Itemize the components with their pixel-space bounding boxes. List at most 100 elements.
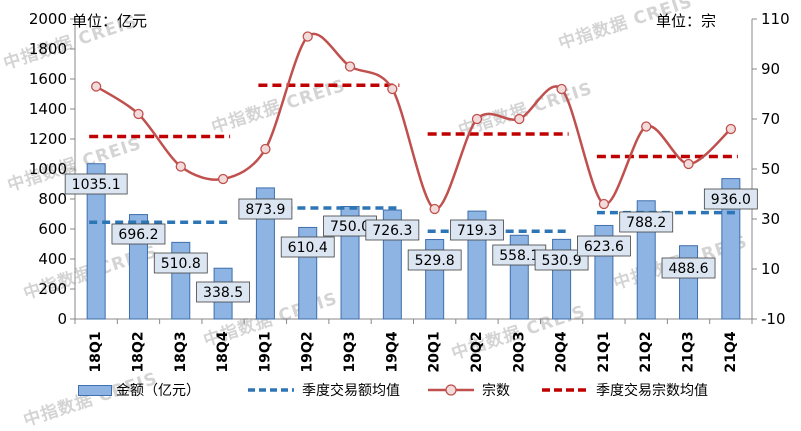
bar — [255, 187, 275, 320]
legend-swatch-amount-avg — [248, 388, 294, 392]
count-point — [91, 81, 102, 92]
right-tick-label: 10 — [761, 260, 780, 278]
count-point — [683, 158, 694, 170]
x-tick-label: 20Q2 — [469, 331, 485, 372]
count-point — [598, 198, 610, 210]
left-tick-label: 400 — [38, 250, 67, 268]
legend-item-count: 宗数 — [426, 380, 510, 400]
data-label-box — [280, 236, 335, 258]
legend-swatch-count — [428, 384, 474, 396]
data-label: 750.0 — [330, 219, 370, 235]
legend-swatch-amount — [78, 384, 112, 396]
count-point — [514, 113, 525, 125]
data-label: 488.6 — [668, 261, 708, 277]
count-point — [133, 108, 144, 120]
legend-swatch-count-avg — [542, 388, 588, 392]
data-label-box — [407, 249, 462, 271]
count-point — [344, 61, 356, 72]
chart-legend: 金额（亿元） 季度交易额均值 宗数 季度交易宗数均值 — [78, 380, 758, 400]
legend-label-amount-avg: 季度交易额均值 — [302, 383, 400, 399]
x-tick-label: 20Q4 — [554, 331, 570, 372]
x-tick-label: 21Q4 — [723, 331, 739, 372]
x-tick-label: 19Q1 — [257, 331, 273, 372]
data-label-box — [619, 211, 674, 233]
count-point — [302, 31, 313, 42]
x-tick-label: 18Q2 — [130, 331, 146, 372]
right-tick-label: -10 — [761, 310, 786, 328]
bar — [86, 163, 106, 320]
left-tick-label: 1200 — [29, 130, 67, 148]
data-label: 510.8 — [161, 256, 201, 272]
x-tick-label: 19Q2 — [300, 331, 316, 372]
left-tick-label: 1800 — [29, 40, 67, 58]
left-tick-label: 200 — [38, 280, 67, 298]
data-label: 873.9 — [245, 202, 285, 218]
legend-item-count-avg: 季度交易宗数均值 — [540, 380, 708, 400]
right-tick-label: 90 — [761, 60, 780, 78]
x-tick-label: 21Q3 — [681, 331, 697, 372]
chart-canvas: 0 200 400 600 800 1000 1200 1400 1600 1800 2000 -10… — [29, 10, 790, 373]
legend-item-amount-avg: 季度交易额均值 — [246, 380, 400, 400]
data-label-box — [238, 198, 293, 220]
count-point — [641, 121, 652, 132]
legend-label-count: 宗数 — [482, 383, 510, 399]
right-tick-label: 110 — [761, 10, 790, 28]
data-label-box — [64, 173, 128, 195]
left-tick-label: 0 — [57, 310, 67, 328]
left-tick-label: 1400 — [29, 100, 67, 118]
count-point — [429, 203, 440, 215]
data-label-box — [703, 188, 758, 210]
data-label-box — [577, 235, 631, 257]
data-label: 623.6 — [584, 239, 624, 255]
x-tick-label: 18Q1 — [88, 331, 104, 372]
data-label-box — [661, 257, 716, 279]
left-tick-label: 1600 — [29, 70, 67, 88]
right-tick-label: 30 — [761, 210, 780, 228]
data-label: 936.0 — [711, 192, 751, 208]
x-tick-label: 18Q3 — [173, 331, 189, 372]
right-axis-unit: 单位：宗 — [656, 12, 717, 30]
count-point — [260, 143, 271, 155]
left-tick-label: 600 — [38, 220, 67, 238]
x-tick-label: 19Q4 — [384, 331, 400, 372]
bar — [721, 178, 741, 320]
data-label: 529.8 — [415, 253, 455, 269]
data-label: 530.9 — [542, 253, 582, 269]
left-axis-unit: 单位：亿元 — [72, 12, 148, 30]
data-label-box — [365, 219, 420, 241]
x-tick-label: 21Q1 — [596, 331, 612, 372]
data-label-box — [196, 281, 250, 303]
data-label-box — [534, 249, 589, 271]
count-point — [387, 83, 398, 95]
legend-label-amount: 金额（亿元） — [116, 383, 200, 399]
x-tick-label: 20Q1 — [427, 331, 443, 372]
right-tick-label: 50 — [761, 160, 780, 178]
data-label-box — [450, 219, 504, 241]
x-tick-label: 20Q3 — [511, 331, 527, 372]
data-label-box — [153, 252, 208, 274]
legend-label-count-avg: 季度交易宗数均值 — [596, 383, 708, 399]
data-label: 1035.1 — [72, 177, 121, 193]
x-tick-label: 19Q3 — [342, 331, 358, 372]
left-tick-label: 1000 — [29, 160, 67, 178]
data-label: 788.2 — [626, 215, 666, 231]
count-point — [217, 173, 229, 185]
x-tick-label: 18Q4 — [215, 331, 231, 372]
data-label-box — [111, 223, 166, 245]
count-point — [725, 123, 736, 135]
data-label: 558.1 — [499, 248, 539, 264]
left-tick-label: 2000 — [29, 10, 67, 28]
legend-item-amount: 金额（亿元） — [78, 380, 200, 400]
data-label: 696.2 — [118, 227, 158, 243]
count-point — [556, 83, 567, 95]
data-label: 610.4 — [288, 240, 328, 256]
count-point — [175, 161, 186, 172]
left-tick-label: 800 — [38, 190, 67, 208]
data-label: 726.3 — [372, 223, 412, 239]
data-label: 719.3 — [457, 223, 497, 239]
count-point — [471, 113, 483, 125]
x-tick-label: 21Q2 — [638, 331, 654, 372]
right-tick-label: 70 — [761, 110, 780, 128]
count-line — [95, 32, 732, 211]
bar — [679, 245, 699, 320]
